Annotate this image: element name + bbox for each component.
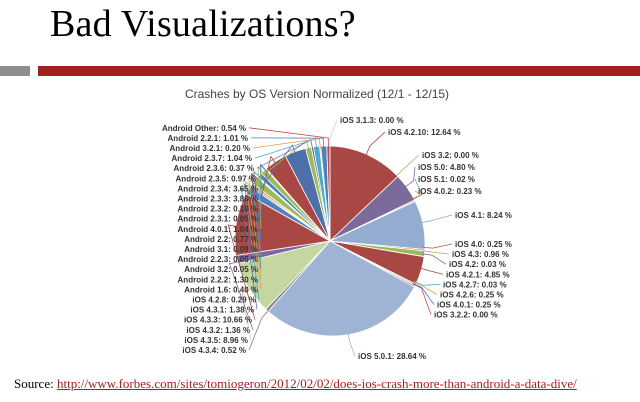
slice-label-ios-4-1: iOS 4.1: 8.24 % bbox=[455, 211, 512, 220]
leader-line-android-1-6 bbox=[244, 181, 262, 290]
slice-label-ios-4-3-5: iOS 4.3.5: 8.96 % bbox=[184, 336, 248, 345]
leader-line-ios-4-3-2 bbox=[228, 261, 254, 330]
slice-label-android-2-3-6: Android 2.3.6: 0.37 % bbox=[174, 164, 254, 173]
slice-label-android-2-2-3: Android 2.2.3: 0.05 % bbox=[178, 255, 258, 264]
slice-label-ios-4-2-6: iOS 4.2.6: 0.25 % bbox=[440, 291, 504, 300]
slice-label-android-2-3-1: Android 2.3.1: 0.05 % bbox=[178, 215, 258, 224]
leader-line-ios-5-1 bbox=[412, 178, 423, 199]
leader-line-ios-4-2 bbox=[422, 253, 447, 265]
leader-line-ios-4-3-3 bbox=[227, 224, 256, 320]
leader-line-ios-3-1-3 bbox=[329, 119, 338, 148]
slice-label-ios-4-0-2: iOS 4.0.2: 0.23 % bbox=[418, 187, 482, 196]
leader-line-android-2-2-2 bbox=[248, 176, 262, 280]
slice-label-ios-5-1: iOS 5.1: 0.02 % bbox=[418, 175, 475, 184]
source-citation: Source: http://www.forbes.com/sites/tomi… bbox=[14, 376, 577, 392]
slice-label-android-3-1: Android 3.1: 0.09 % bbox=[184, 245, 258, 254]
leader-line-ios-4-0-1 bbox=[412, 282, 435, 305]
slice-label-android-3-2: Android 3.2: 0.05 % bbox=[184, 265, 258, 274]
slice-label-android-2-3-2: Android 2.3.2: 0.10 % bbox=[178, 205, 258, 214]
slice-label-ios-3-1-3: iOS 3.1.3: 0.00 % bbox=[340, 116, 404, 125]
slice-label-ios-4-3: iOS 4.3: 0.96 % bbox=[452, 250, 509, 259]
leader-line-ios-4-2-1 bbox=[419, 267, 444, 275]
leader-line-android-2-2-1 bbox=[250, 137, 325, 149]
slice-label-ios-4-3-2: iOS 4.3.2: 1.36 % bbox=[186, 326, 250, 335]
leader-line-android-2-3-2 bbox=[260, 163, 268, 209]
leader-line-ios-3-2 bbox=[396, 154, 420, 177]
slice-label-ios-4-3-1: iOS 4.3.1: 1.38 % bbox=[190, 306, 254, 315]
slice-label-ios-4-3-3: iOS 4.3.3: 10.66 % bbox=[184, 316, 252, 325]
leader-line-android-3-2-1 bbox=[252, 138, 321, 149]
slice-label-android-1-6: Android 1.6: 0.40 % bbox=[184, 285, 258, 294]
leader-line-ios-4-0 bbox=[422, 243, 453, 249]
leader-line-ios-4-3-4 bbox=[248, 310, 269, 351]
leader-line-ios-4-3-5 bbox=[241, 289, 252, 340]
slice-labels: iOS 3.1.3: 0.00 % iOS 4.2.10: 12.64 % iOS … bbox=[162, 116, 512, 361]
slice-label-android-other: Android Other: 0.54 % bbox=[162, 124, 246, 133]
slice-label-ios-4-2: iOS 4.2: 0.03 % bbox=[449, 260, 506, 269]
chart-title: Crashes by OS Version Normalized (12/1 -… bbox=[185, 87, 449, 101]
leader-line-ios-4-2-10 bbox=[365, 131, 386, 156]
slice-label-ios-4-3-4: iOS 4.3.4: 0.52 % bbox=[182, 346, 246, 355]
slide-title: Bad Visualizations? bbox=[50, 3, 356, 45]
leader-line-ios-5-0 bbox=[405, 166, 416, 187]
slice-label-android-2-3-3: Android 2.3.3: 3.86 % bbox=[178, 195, 258, 204]
slice-label-ios-3-2: iOS 3.2: 0.00 % bbox=[422, 151, 479, 160]
leader-line-android-2-3-3 bbox=[260, 155, 277, 199]
slice-label-ios-5-0-1: iOS 5.0.1: 28.64 % bbox=[358, 352, 426, 361]
slice-label-ios-3-2-2: iOS 3.2.2: 0.00 % bbox=[434, 311, 498, 320]
leader-line-ios-4-1 bbox=[421, 214, 453, 224]
slice-label-ios-4-2-7: iOS 4.2.7: 0.03 % bbox=[443, 280, 507, 289]
slice-label-android-2-3-5: Android 2.3.5: 0.97 % bbox=[176, 174, 256, 183]
leader-line-ios-4-2-6 bbox=[413, 281, 438, 295]
leader-lines bbox=[227, 119, 453, 357]
slice-label-ios-5-0: iOS 5.0: 4.80 % bbox=[418, 163, 475, 172]
leader-line-ios-4-0-2 bbox=[413, 190, 423, 200]
slice-label-android-2-2-1: Android 2.2.1: 1.01 % bbox=[168, 134, 248, 143]
pie-slices bbox=[234, 145, 426, 337]
slice-label-ios-4-0: iOS 4.0: 0.25 % bbox=[455, 240, 512, 249]
slice-label-ios-4-2-1: iOS 4.2.1: 4.85 % bbox=[446, 270, 510, 279]
slice-label-android-2-2: Android 2.2: 0.77 % bbox=[184, 235, 258, 244]
leader-line-android-2-3-4 bbox=[260, 144, 297, 189]
slice-label-android-2-3-7: Android 2.3.7: 1.04 % bbox=[172, 154, 252, 163]
source-label: Source: bbox=[14, 376, 54, 391]
title-accent-gray-bar bbox=[0, 66, 30, 76]
pie-chart: Crashes by OS Version Normalized (12/1 -… bbox=[162, 87, 512, 361]
slice-label-android-2-2-2: Android 2.2.2: 1.30 % bbox=[178, 275, 258, 284]
leader-line-ios-5-0-1 bbox=[347, 332, 356, 357]
source-link[interactable]: http://www.forbes.com/sites/tomiogeron/2… bbox=[56, 376, 577, 391]
title-accent-red-bar bbox=[38, 66, 640, 76]
slice-label-ios-4-2-8: iOS 4.2.8: 0.29 % bbox=[192, 296, 256, 305]
leader-line-android-other bbox=[248, 127, 329, 148]
slice-label-android-2-3-4: Android 2.3.4: 3.65 % bbox=[178, 184, 258, 193]
leader-line-android-3-1 bbox=[251, 172, 262, 250]
leader-line-ios-4-3 bbox=[422, 250, 450, 255]
slice-label-ios-4-0-1: iOS 4.0.1: 0.25 % bbox=[437, 301, 501, 310]
leader-line-ios-3-2-2 bbox=[412, 283, 432, 315]
slice-label-android-3-2-1: Android 3.2.1: 0.20 % bbox=[170, 144, 250, 153]
leader-line-ios-4-2-7 bbox=[413, 280, 441, 286]
slice-label-android-4-0-1: Android 4.0.1: 1.04 % bbox=[178, 225, 258, 234]
slice-label-ios-4-2-10: iOS 4.2.10: 12.64 % bbox=[388, 128, 461, 137]
